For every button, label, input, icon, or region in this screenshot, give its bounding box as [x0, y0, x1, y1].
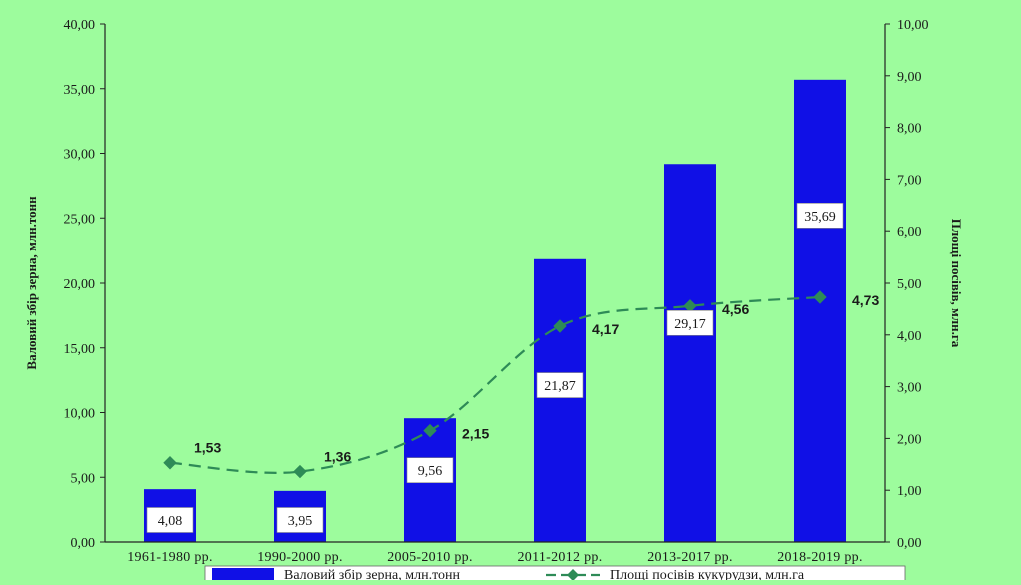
y-tick-label-left: 35,00 — [64, 83, 96, 98]
y-axis-title-right: Площі посівів, млн.га — [949, 219, 964, 348]
legend-label-bar: Валовий збір зерна, млн.тонн — [284, 568, 461, 580]
bar-data-label: 9,56 — [406, 457, 454, 483]
line-point — [423, 423, 437, 438]
x-tick-label: 1961-1980 рр. — [127, 550, 213, 565]
bar-label-box — [406, 457, 454, 483]
bar-label-box — [146, 507, 194, 533]
y-tick-label-right: 10,00 — [897, 18, 929, 33]
line-point — [813, 290, 827, 304]
bar-data-label: 21,87 — [536, 372, 584, 398]
line-data-label: 4,17 — [592, 321, 619, 337]
y-tick-label-right: 8,00 — [897, 122, 922, 137]
y-tick-label-left: 30,00 — [64, 148, 96, 163]
line-data-label: 4,56 — [722, 301, 749, 317]
x-tick-label: 2005-2010 рр. — [387, 550, 473, 565]
bar-label-box — [796, 203, 844, 229]
bar-label-value: 21,87 — [544, 379, 576, 394]
line-point — [553, 319, 567, 333]
bar-label-value: 3,95 — [288, 514, 313, 529]
y-tick-label-left: 20,00 — [64, 277, 96, 292]
y-tick-label-right: 4,00 — [897, 329, 922, 344]
labels-layer: 4,08 3,95 9,56 21,87 29,17 35,69 1,53 1,36 2,15 4… — [146, 203, 879, 533]
bar-data-label: 3,95 — [276, 507, 324, 533]
legend-label-line: Площі посівів кукурудзи, млн.га — [610, 568, 805, 580]
axes-layer: 0,00 5,00 10,00 15,00 20,00 25,00 30,00 35,00 40… — [24, 18, 964, 565]
bar-label-value: 4,08 — [158, 514, 183, 529]
bar — [534, 258, 586, 542]
line-point — [163, 456, 177, 470]
y-tick-label-left: 5,00 — [71, 471, 96, 486]
bar-data-label: 4,08 — [146, 507, 194, 533]
y-tick-label-right: 6,00 — [897, 225, 922, 240]
line-data-label: 1,53 — [194, 440, 221, 456]
y-tick-label-left: 15,00 — [64, 342, 96, 357]
legend-marker — [567, 569, 579, 581]
bar-label-box — [536, 372, 584, 398]
x-tick-label: 2013-2017 рр. — [647, 550, 733, 565]
y-tick-label-right: 0,00 — [897, 536, 922, 551]
y-tick-label-right: 5,00 — [897, 277, 922, 292]
legend-swatch-bar — [212, 568, 274, 580]
bar — [664, 164, 716, 542]
line-data-label: 4,73 — [852, 292, 879, 308]
x-tick-label: 1990-2000 рр. — [257, 550, 343, 565]
x-tick-label: 2018-2019 рр. — [777, 550, 863, 565]
line-layer — [163, 290, 827, 479]
bar-data-label: 35,69 — [796, 203, 844, 229]
y-tick-label-left: 40,00 — [64, 18, 96, 33]
y-tick-label-right: 2,00 — [897, 432, 922, 447]
y-tick-label-right: 7,00 — [897, 173, 922, 188]
series-line — [169, 295, 821, 474]
y-tick-label-right: 3,00 — [897, 381, 922, 396]
bar-label-value: 29,17 — [674, 317, 706, 332]
bar-label-box — [276, 507, 324, 533]
legend: Валовий збір зерна, млн.тонн Площі посіві… — [204, 565, 906, 585]
bar-label-value: 35,69 — [804, 210, 836, 225]
y-tick-label-right: 9,00 — [897, 70, 922, 85]
y-tick-label-right: 1,00 — [897, 484, 922, 499]
y-axis-title-left: Валовий збір зерна, млн.тонн — [24, 196, 39, 370]
y-tick-label-left: 10,00 — [64, 407, 96, 422]
line-data-label: 2,15 — [462, 426, 489, 442]
bars-layer — [144, 79, 846, 542]
bar-label-box — [666, 309, 714, 336]
bar-label-value: 9,56 — [418, 464, 443, 479]
bar — [794, 79, 846, 542]
x-tick-label: 2011-2012 рр. — [517, 550, 602, 565]
y-tick-label-left: 25,00 — [64, 212, 96, 227]
bar-data-label: 29,17 — [666, 309, 714, 336]
y-tick-label-left: 0,00 — [71, 536, 96, 551]
line-point — [293, 464, 307, 479]
line-data-label: 1,36 — [324, 449, 351, 465]
